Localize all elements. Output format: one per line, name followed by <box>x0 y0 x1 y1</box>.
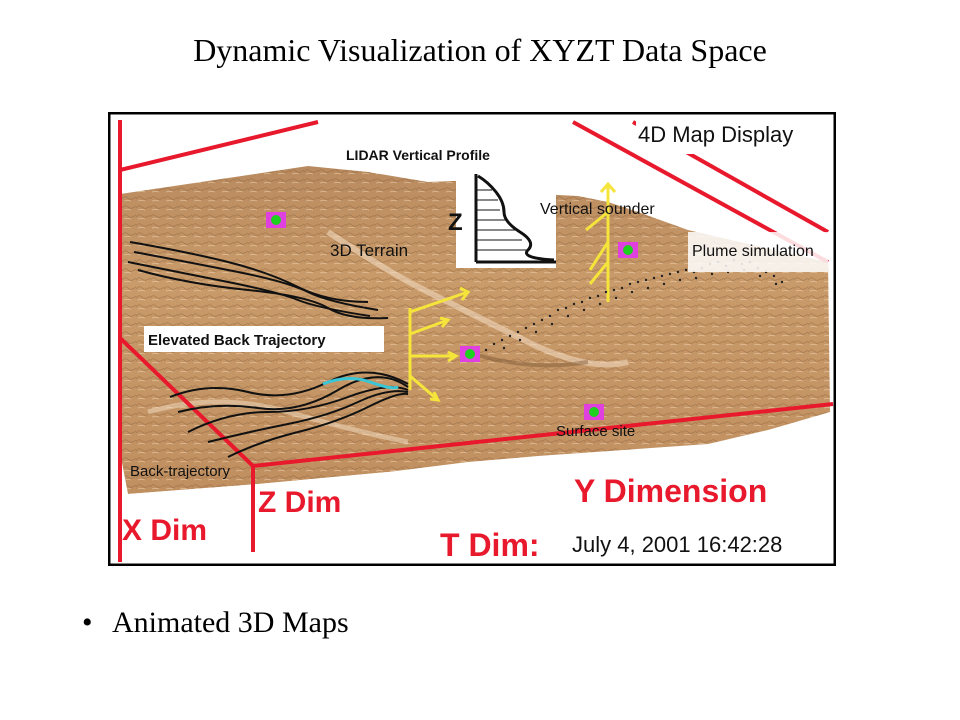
bullet-text: Animated 3D Maps <box>112 606 349 639</box>
base-whitespace <box>108 472 408 566</box>
site-marker <box>266 212 286 228</box>
terrain-ridge <box>326 229 629 368</box>
plume-white-area <box>688 232 828 272</box>
back-traj-label: Back-trajectory <box>130 463 231 480</box>
elevated-wind-vectors <box>408 286 471 402</box>
bullet-item: • Animated 3D Maps <box>82 606 349 640</box>
surface-site-label: Surface site <box>556 423 635 440</box>
elevated-traj-label: Elevated Back Trajectory <box>148 332 326 349</box>
slide-title: Dynamic Visualization of XYZT Data Space <box>193 32 767 68</box>
figure-border <box>107 111 837 567</box>
map-figure: 4D Map Display LIDAR Vertical Profile Z … <box>107 111 837 567</box>
timestamp: July 4, 2001 16:42:28 <box>572 532 782 557</box>
display-title-bg <box>636 120 830 154</box>
back-trajectory-upper <box>127 241 389 320</box>
vertical-sounder-label: Vertical sounder <box>540 201 655 218</box>
terrain-label: 3D Terrain <box>330 241 408 260</box>
x-dim-label: X Dim <box>122 514 207 547</box>
y-dim-label: Y Dimension <box>574 473 767 509</box>
trajectory-cyan-segment <box>322 377 399 390</box>
bullet-dot-icon: • <box>82 606 93 639</box>
lidar-profile-panel <box>456 168 556 268</box>
site-marker <box>584 404 604 420</box>
elevated-traj-label-bg <box>144 326 384 352</box>
back-trajectory-lower <box>169 371 409 458</box>
vertical-sounder-vectors <box>585 181 617 302</box>
terrain-texture <box>120 166 830 494</box>
terrain-valley <box>467 350 589 368</box>
display-title: 4D Map Display <box>638 122 793 147</box>
lidar-label-bg <box>342 144 548 166</box>
t-dim-label: T Dim: <box>440 527 540 563</box>
site-marker <box>618 242 638 258</box>
z-axis-label: Z <box>448 209 463 236</box>
map-canvas: 4D Map Display LIDAR Vertical Profile Z … <box>107 111 837 567</box>
plume-label: Plume simulation <box>692 243 814 260</box>
y-dim-label-bg <box>644 492 832 538</box>
z-dim-label: Z Dim <box>258 486 341 519</box>
lidar-label: LIDAR Vertical Profile <box>346 147 490 163</box>
site-marker <box>460 346 480 362</box>
